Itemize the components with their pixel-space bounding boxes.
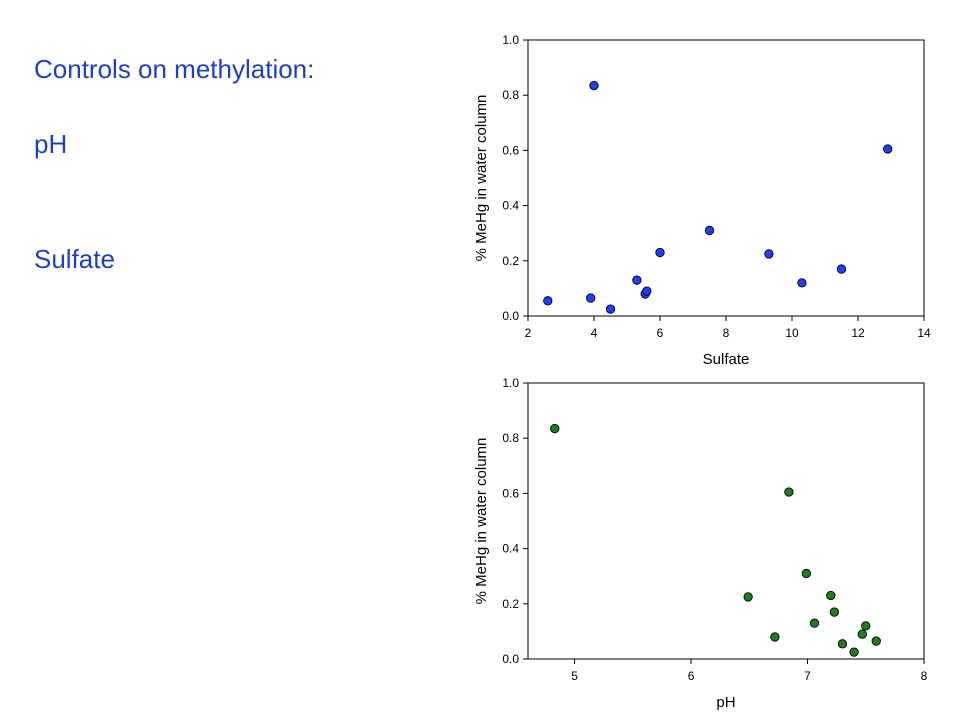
x-tick-label: 10	[785, 326, 799, 340]
plot-area-frame	[527, 382, 925, 660]
data-point	[655, 247, 665, 258]
data-point	[770, 632, 780, 642]
x-tick-label: 7	[804, 669, 811, 683]
y-tick-label: 0.2	[502, 597, 519, 611]
data-point	[857, 629, 867, 639]
data-point	[764, 249, 774, 259]
y-tick-label: 1.0	[502, 33, 519, 47]
data-point	[605, 304, 616, 314]
y-axis-title: % MeHg in water column	[473, 95, 490, 262]
y-tick-label: 1.0	[502, 376, 519, 390]
data-point	[829, 607, 839, 617]
data-point	[543, 296, 553, 306]
data-point	[836, 264, 847, 274]
plot-area-frame	[527, 39, 925, 317]
data-point	[642, 286, 652, 296]
sulfate-scatter-chart: 0.0 0.2 0.4 0.6 0.8 1.0 2 4 6 8 10 12 14 Sulfate % MeH…	[473, 33, 931, 368]
x-tick-label: 6	[688, 669, 695, 683]
x-axis-title: Sulfate	[703, 351, 750, 368]
data-point	[632, 275, 642, 285]
slide-title: Controls on methylation:	[34, 54, 315, 84]
data-point	[849, 647, 859, 657]
data-point	[784, 487, 794, 497]
x-tick-label: 12	[851, 326, 865, 340]
data-point	[801, 568, 812, 579]
x-tick-label: 8	[921, 669, 928, 683]
ph-scatter-chart: 0.0 0.2 0.4 0.6 0.8 1.0 5 6 7 8 pH % MeHg in water …	[473, 376, 928, 711]
y-tick-label: 0.4	[502, 542, 519, 556]
data-point	[589, 80, 599, 91]
data-point	[550, 423, 560, 434]
x-tick-label: 8	[723, 326, 730, 340]
y-tick-label: 0.8	[502, 431, 519, 445]
x-tick-label: 14	[917, 326, 931, 340]
data-point	[826, 590, 836, 601]
bullet-ph: pH	[34, 129, 68, 159]
y-tick-label: 0.6	[502, 486, 519, 500]
y-tick-label: 0.0	[502, 309, 519, 323]
data-point	[704, 225, 715, 236]
x-tick-label: 6	[657, 326, 664, 340]
x-tick-label: 4	[591, 326, 598, 340]
y-tick-label: 0.4	[502, 199, 519, 213]
y-tick-label: 0.2	[502, 254, 519, 268]
y-tick-label: 0.6	[502, 143, 519, 157]
data-point	[871, 636, 881, 646]
x-tick-label: 5	[571, 669, 578, 683]
x-axis-title: pH	[716, 694, 735, 711]
bullet-sulfate: Sulfate	[34, 244, 115, 274]
data-point	[797, 278, 807, 288]
data-point	[861, 621, 871, 631]
data-point	[586, 293, 596, 303]
y-axis-title: % MeHg in water column	[473, 438, 490, 605]
y-tick-label: 0.8	[502, 88, 519, 102]
data-point	[743, 592, 753, 602]
data-point	[837, 639, 848, 649]
data-point	[883, 144, 893, 154]
data-point	[809, 618, 820, 628]
x-tick-label: 2	[525, 326, 532, 340]
y-tick-label: 0.0	[502, 652, 519, 666]
